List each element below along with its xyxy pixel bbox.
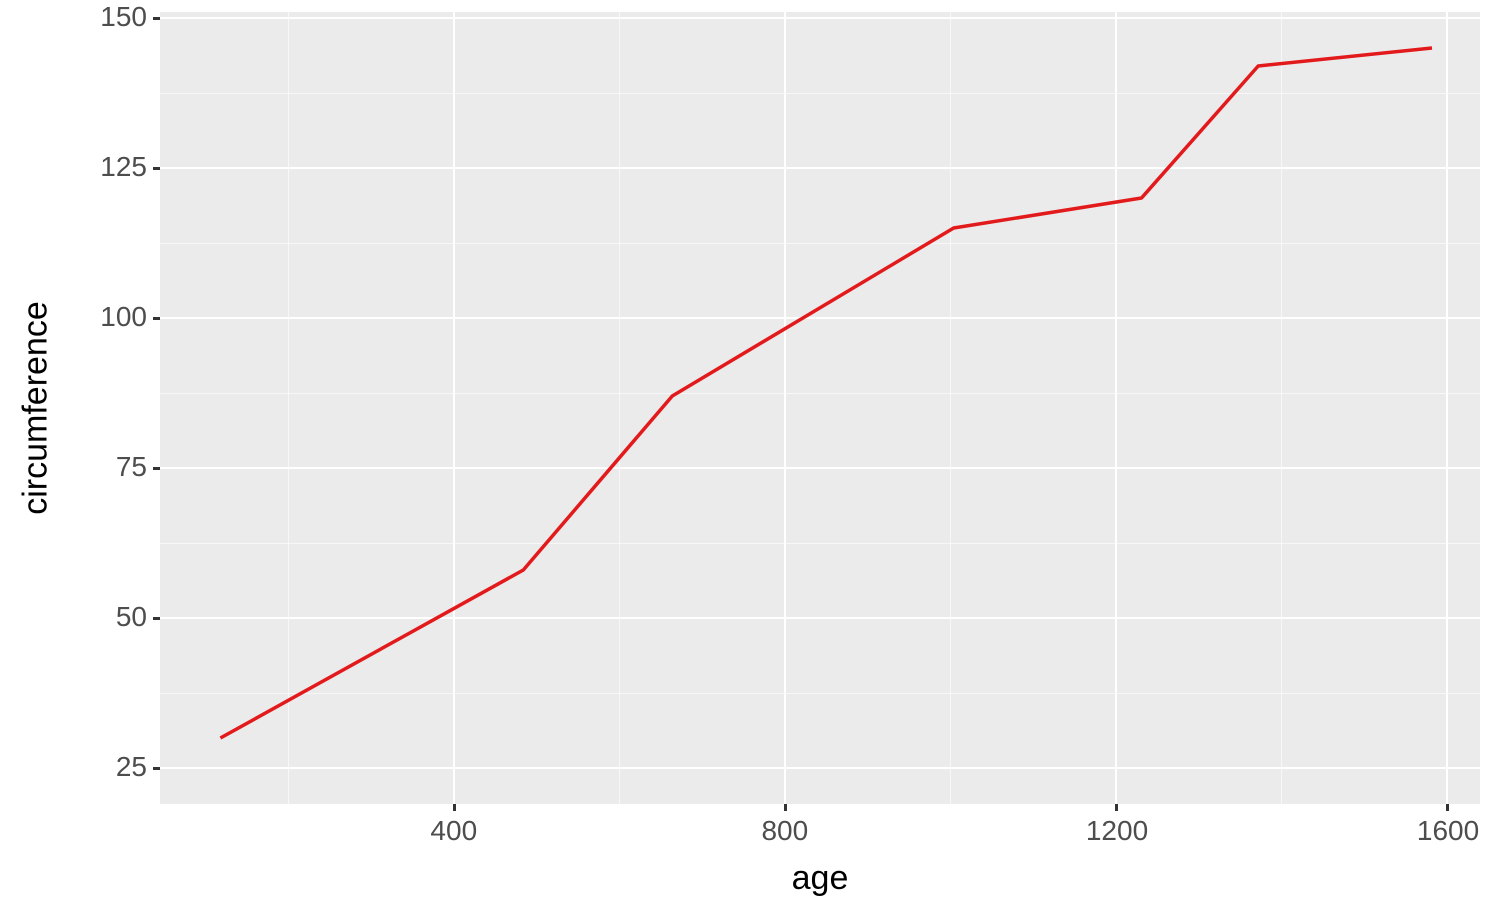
y-tick-mark (153, 17, 160, 20)
x-tick-label: 1600 (1417, 815, 1477, 847)
x-tick-label: 800 (755, 815, 815, 847)
x-tick-mark (784, 804, 787, 811)
y-tick-mark (153, 617, 160, 620)
y-tick-label: 50 (116, 601, 147, 633)
x-axis-title: age (70, 859, 1500, 898)
y-axis-title: circumference (17, 301, 56, 515)
y-tick-mark (153, 767, 160, 770)
x-tick-label: 400 (424, 815, 484, 847)
x-tick-mark (1446, 804, 1449, 811)
y-tick-label: 25 (116, 751, 147, 783)
x-tick-label: 1200 (1086, 815, 1146, 847)
y-tick-label: 150 (100, 1, 147, 33)
line-chart: circumference age 25 50 75 100 125 150 400 800 1… (0, 0, 1500, 900)
y-tick-mark (153, 467, 160, 470)
y-tick-mark (153, 167, 160, 170)
y-tick-label: 75 (116, 451, 147, 483)
y-tick-label: 100 (100, 301, 147, 333)
series-line (220, 48, 1432, 738)
y-tick-mark (153, 317, 160, 320)
y-tick-label: 125 (100, 151, 147, 183)
x-tick-mark (453, 804, 456, 811)
x-tick-mark (1115, 804, 1118, 811)
series-layer (160, 12, 1480, 804)
plot-panel (160, 12, 1480, 804)
